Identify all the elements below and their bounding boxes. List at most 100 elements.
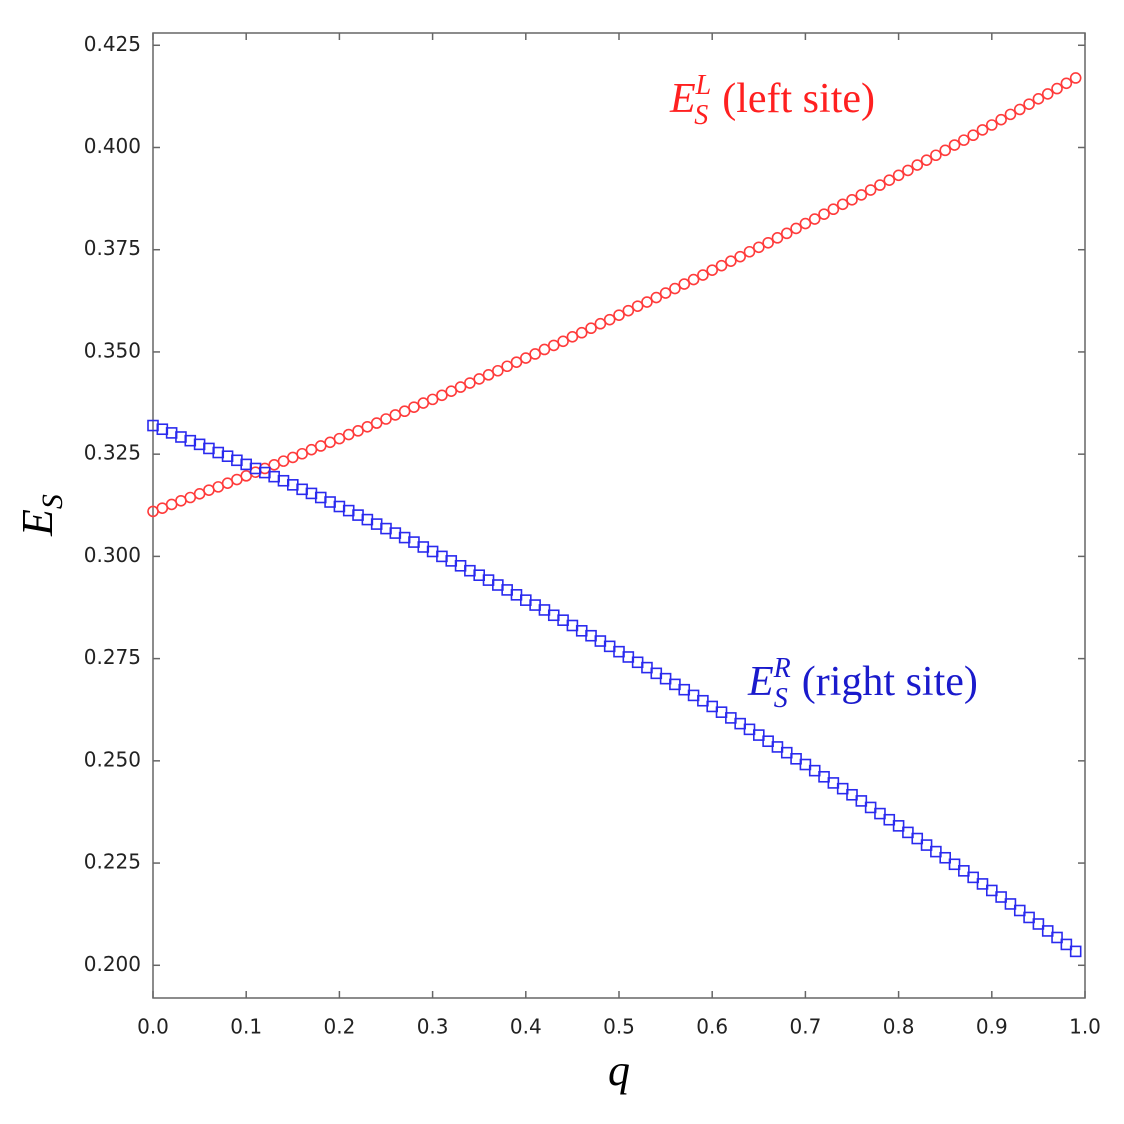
y-label-symbol: E: [13, 509, 62, 537]
square-marker: [976, 878, 989, 890]
square-marker: [874, 807, 886, 820]
y-tick-label: 0.200: [84, 952, 141, 976]
square-marker: [408, 536, 420, 548]
circle-marker: [352, 425, 364, 437]
circle-marker: [734, 250, 746, 263]
square-marker: [808, 764, 821, 777]
circle-marker: [780, 227, 793, 240]
annotation: ER S (right site): [747, 653, 978, 714]
square-marker: [930, 845, 942, 858]
circle-marker: [920, 154, 933, 166]
square-marker: [958, 865, 970, 877]
square-marker: [706, 700, 719, 713]
circle-marker: [1041, 88, 1054, 100]
circle-marker: [1051, 82, 1063, 95]
circle-marker: [203, 484, 215, 496]
circle-marker: [557, 335, 569, 348]
circle-marker: [948, 139, 961, 151]
square-marker: [985, 884, 998, 897]
square-marker: [613, 645, 625, 658]
circle-marker: [249, 466, 262, 478]
square-marker: [212, 446, 225, 459]
circle-marker: [892, 169, 905, 182]
circle-marker: [501, 360, 513, 373]
circle-marker: [398, 405, 411, 418]
square-marker: [482, 574, 495, 586]
circle-marker: [175, 494, 187, 507]
circle-marker: [417, 397, 430, 409]
square-marker: [380, 522, 392, 535]
circle-marker: [818, 208, 830, 220]
square-marker: [594, 635, 607, 647]
y-label-sub: S: [36, 494, 69, 509]
square-marker: [911, 832, 924, 845]
circle-marker: [259, 462, 271, 475]
square-marker: [1004, 898, 1017, 910]
square-marker: [314, 491, 327, 504]
square-marker: [426, 545, 439, 558]
square-marker: [1032, 918, 1045, 930]
y-tick-label: 0.325: [84, 441, 141, 465]
x-tick-label: 0.3: [417, 1015, 449, 1039]
circle-marker: [995, 113, 1007, 126]
circle-marker: [1004, 108, 1017, 121]
square-marker: [566, 619, 579, 632]
circle-marker: [678, 278, 691, 290]
square-marker: [585, 629, 597, 642]
square-marker: [575, 625, 588, 637]
square-marker: [492, 579, 504, 591]
square-marker: [361, 513, 374, 526]
circle-marker: [519, 352, 532, 364]
circle-marker: [771, 232, 784, 244]
annotations: EL S (left site)ER S (right site): [669, 70, 978, 714]
square-marker: [417, 541, 430, 553]
circle-marker: [156, 502, 169, 514]
square-marker: [799, 758, 812, 771]
circle-marker: [790, 222, 802, 235]
square-marker: [547, 609, 560, 622]
circle-marker: [743, 245, 756, 258]
square-marker: [669, 678, 681, 691]
circle-marker: [1032, 93, 1045, 105]
circle-marker: [547, 339, 560, 352]
annotation-text: (left site): [722, 76, 875, 122]
circle-marker: [408, 401, 420, 413]
circle-marker: [669, 282, 681, 295]
circle-marker: [985, 119, 998, 131]
square-marker: [389, 527, 402, 539]
circle-marker: [221, 477, 234, 489]
square-marker: [780, 746, 793, 759]
circle-marker: [268, 458, 280, 471]
circle-marker: [687, 273, 700, 286]
circle-marker: [799, 217, 812, 230]
square-marker: [725, 712, 737, 724]
circle-marker: [240, 470, 252, 482]
circle-marker: [659, 287, 672, 299]
x-tick-label: 0.4: [510, 1015, 542, 1039]
y-tick-label: 0.375: [84, 236, 141, 260]
y-tick-label: 0.350: [84, 338, 141, 362]
square-marker: [296, 483, 308, 496]
square-marker: [519, 594, 532, 606]
square-marker: [184, 434, 197, 447]
circle-marker: [1013, 103, 1026, 116]
square-marker: [827, 777, 840, 789]
square-marker: [240, 458, 252, 471]
circle-marker: [212, 481, 225, 493]
y-tick-label: 0.400: [84, 134, 141, 158]
square-marker: [352, 509, 364, 521]
square-marker: [790, 752, 802, 765]
square-marker: [631, 656, 644, 669]
circle-marker: [883, 174, 896, 187]
circle-marker: [864, 184, 877, 196]
circle-marker: [566, 331, 579, 343]
annotation-sub: S: [774, 683, 788, 714]
circle-marker: [967, 129, 979, 142]
y-tick-label: 0.275: [84, 645, 141, 669]
y-axis-label: ES: [13, 494, 69, 537]
square-marker: [902, 826, 914, 839]
circle-marker: [603, 313, 616, 326]
circle-marker: [958, 134, 970, 146]
circle-marker: [1069, 72, 1082, 84]
